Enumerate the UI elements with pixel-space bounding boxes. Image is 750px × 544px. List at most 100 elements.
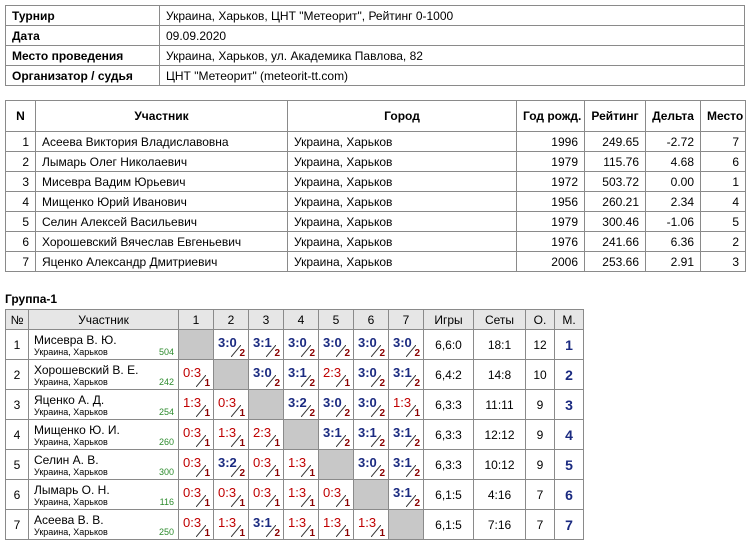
slash-line — [301, 465, 311, 477]
result: 3:1 2 — [250, 331, 283, 359]
result-cell: 0:3 1 — [178, 479, 214, 510]
result: 3:1 2 — [285, 361, 318, 389]
slash — [336, 435, 346, 447]
points: 1 — [204, 498, 210, 509]
number: 4 — [5, 419, 29, 450]
result-cell: 3:0 2 — [353, 449, 389, 480]
points: 2 — [379, 408, 385, 419]
cell: Украина, Харьков — [287, 151, 517, 172]
slash — [301, 405, 311, 417]
slash — [406, 465, 416, 477]
result-cell: 3:0 2 — [318, 329, 354, 360]
name: Асеева В. В. — [34, 513, 104, 527]
score: 1:3 — [218, 515, 237, 530]
cell: Яценко Александр Дмитриевич — [35, 251, 288, 272]
cell: 1956 — [516, 191, 585, 212]
games: 6,3:3 — [423, 389, 474, 420]
result-cell: 2:3 1 — [318, 359, 354, 390]
result: 3:0 2 — [355, 331, 388, 359]
points: 2 — [414, 468, 420, 479]
score: 3:0 — [323, 395, 342, 410]
sets: 11:11 — [473, 389, 526, 420]
result-cell: 3:0 2 — [283, 329, 319, 360]
result: 0:3 1 — [180, 421, 213, 449]
points: 1 — [239, 438, 245, 449]
result-cell: 1:3 1 — [318, 509, 354, 540]
points: 1 — [204, 438, 210, 449]
slash-line — [406, 375, 416, 387]
score: 3:0 — [358, 365, 377, 380]
slash-line — [336, 435, 346, 447]
result: 0:3 1 — [250, 481, 283, 509]
score: 0:3 — [183, 515, 202, 530]
column-header: Сеты — [473, 309, 526, 330]
cell: 6.36 — [645, 231, 701, 252]
cell: 503.72 — [584, 171, 646, 192]
points: 2 — [414, 378, 420, 389]
participant: Асеева В. В. Украина, Харьков 250 — [30, 511, 178, 539]
column-header: Год рожд. — [516, 100, 585, 132]
column-header: 2 — [213, 309, 249, 330]
result-cell: 0:3 1 — [178, 449, 214, 480]
slash — [301, 495, 311, 507]
games: 6,3:3 — [423, 449, 474, 480]
cell: -2.72 — [645, 131, 701, 152]
slash-line — [301, 525, 311, 537]
cell: 6 — [5, 231, 36, 252]
group-row: 6 Лымарь О. Н. Украина, Харьков 116 0:3 1 0:3 1… — [5, 479, 584, 510]
slash — [336, 375, 346, 387]
score: 2:3 — [253, 425, 272, 440]
result-cell: 1:3 1 — [213, 509, 249, 540]
score: 3:0 — [253, 365, 272, 380]
result-cell: 3:1 2 — [388, 449, 424, 480]
result: 0:3 1 — [215, 481, 248, 509]
column-header: Игры — [423, 309, 474, 330]
slash-line — [336, 495, 346, 507]
slash-line — [196, 465, 206, 477]
slash-line — [266, 525, 276, 537]
rating: 116 — [159, 497, 174, 507]
points: 2 — [309, 408, 315, 419]
score-total: 9 — [525, 449, 555, 480]
slash-line — [301, 495, 311, 507]
points: 1 — [239, 498, 245, 509]
slash — [371, 375, 381, 387]
slash-line — [336, 345, 346, 357]
result: 3:2 2 — [285, 391, 318, 419]
slash — [406, 435, 416, 447]
slash-line — [371, 405, 381, 417]
cell: Украина, Харьков — [287, 191, 517, 212]
city: Украина, Харьков — [34, 347, 108, 357]
self-cell — [353, 479, 389, 510]
points: 1 — [204, 468, 210, 479]
slash-line — [336, 375, 346, 387]
slash — [301, 525, 311, 537]
slash — [266, 345, 276, 357]
name: Мисевра В. Ю. — [34, 333, 117, 347]
points: 2 — [414, 348, 420, 359]
points: 2 — [379, 438, 385, 449]
result-cell: 3:1 2 — [248, 329, 284, 360]
column-header: 6 — [353, 309, 389, 330]
slash — [266, 435, 276, 447]
column-header: Участник — [35, 100, 288, 132]
result: 0:3 1 — [180, 481, 213, 509]
participant: Мищенко Ю. И. Украина, Харьков 260 — [30, 421, 178, 449]
result: 3:0 2 — [355, 451, 388, 479]
slash — [336, 405, 346, 417]
city: Украина, Харьков — [34, 527, 108, 537]
slash-line — [196, 495, 206, 507]
cell: Украина, Харьков — [287, 171, 517, 192]
city: Украина, Харьков — [34, 377, 108, 387]
result: 0:3 1 — [180, 511, 213, 539]
slash-line — [266, 435, 276, 447]
games: 6,1:5 — [423, 509, 474, 540]
result: 1:3 1 — [390, 391, 423, 419]
column-header: 3 — [248, 309, 284, 330]
result: 1:3 1 — [180, 391, 213, 419]
result-cell: 3:0 2 — [388, 329, 424, 360]
points: 2 — [414, 498, 420, 509]
score: 1:3 — [183, 395, 202, 410]
cell: 4.68 — [645, 151, 701, 172]
slash-line — [231, 435, 241, 447]
